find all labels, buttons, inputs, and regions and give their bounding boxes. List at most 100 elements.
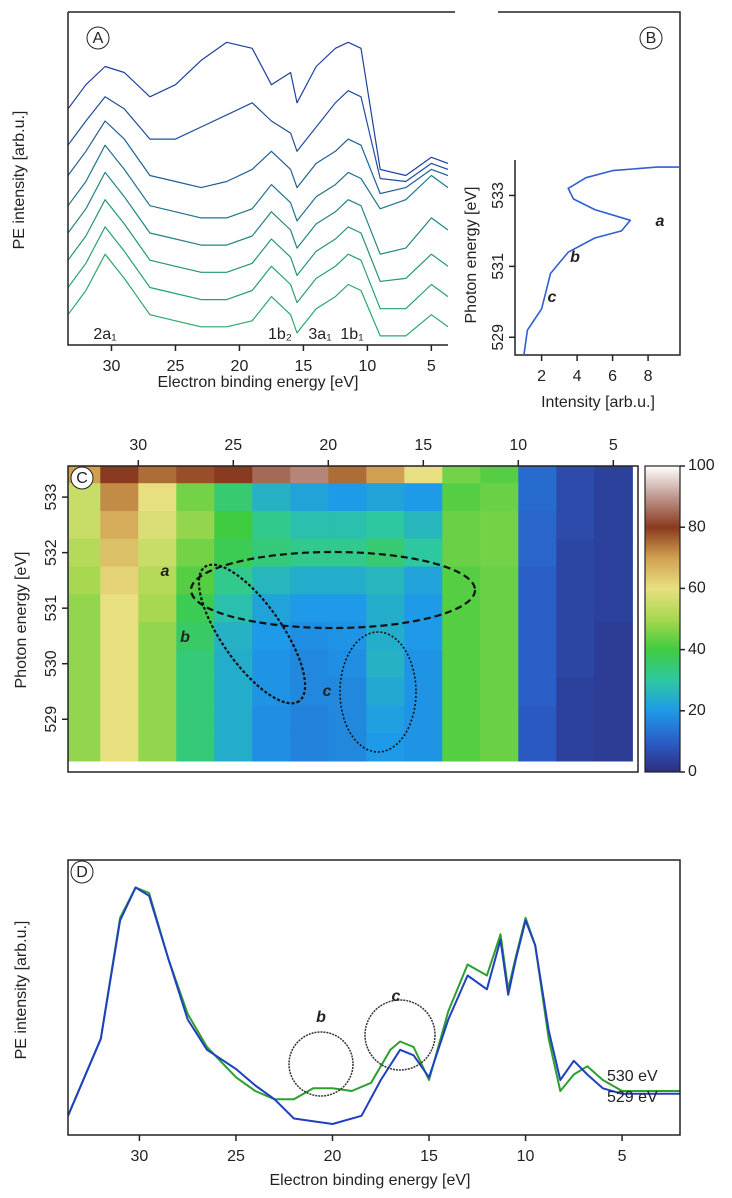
- heat-cell: [556, 733, 595, 762]
- region-a: [189, 550, 477, 630]
- y-tick-label: 530: [43, 650, 60, 677]
- heat-cell: [480, 566, 519, 595]
- heat-cell: [480, 466, 519, 484]
- heat-cell: [442, 594, 481, 623]
- panel-label-circle: [86, 26, 110, 50]
- y-tick-label: 532: [43, 539, 60, 566]
- region-b: [197, 563, 307, 705]
- spectrum-line: [68, 41, 448, 177]
- heat-cell: [594, 566, 633, 595]
- x-tick-label: 5: [609, 437, 618, 454]
- x-tick-label: 10: [517, 1148, 535, 1165]
- heat-cell: [556, 466, 595, 484]
- heat-cell: [480, 483, 519, 512]
- x-axis-label: Intensity [arb.u.]: [541, 394, 655, 411]
- heat-cell: [214, 566, 253, 595]
- annotation: b: [316, 1009, 326, 1026]
- x-tick-label: 20: [324, 1148, 342, 1165]
- y-tick-label: 529: [490, 324, 507, 351]
- heat-cell: [214, 538, 253, 568]
- heat-cell: [556, 510, 595, 540]
- annotation: c: [323, 683, 332, 700]
- heat-cell: [556, 538, 595, 568]
- x-tick-label: 20: [319, 437, 337, 454]
- heat-cell: [518, 677, 557, 706]
- heat-cell: [176, 622, 215, 651]
- panel-label-circle: [70, 466, 94, 490]
- heat-cell: [100, 466, 139, 484]
- heat-cell: [138, 733, 177, 762]
- heat-cell: [480, 538, 519, 568]
- heat-cell: [100, 677, 139, 706]
- heat-cell: [252, 566, 291, 595]
- heat-cell: [68, 510, 101, 540]
- heat-cell: [442, 510, 481, 540]
- heat-cell: [366, 733, 405, 762]
- heat-cell: [252, 538, 291, 568]
- heat-cell: [366, 594, 405, 623]
- heat-cell: [404, 510, 443, 540]
- legend-label: 529 eV: [607, 1089, 658, 1106]
- heat-cell: [290, 566, 329, 595]
- heat-cell: [100, 733, 139, 762]
- y-tick-label: 531: [43, 595, 60, 622]
- heat-cell: [100, 594, 139, 623]
- heat-cell: [556, 566, 595, 595]
- annotation: 1b₁: [340, 326, 363, 343]
- region-c: [339, 631, 417, 753]
- heat-cell: [518, 733, 557, 762]
- heat-cell: [442, 677, 481, 706]
- colorbar-tick-label: 20: [688, 702, 706, 719]
- heat-cell: [556, 649, 595, 679]
- heat-cell: [404, 649, 443, 679]
- heatmap: [68, 466, 633, 762]
- panel-label-circle: [70, 860, 94, 884]
- heat-cell: [68, 677, 101, 706]
- x-axis-label: Electron binding energy [eV]: [157, 374, 358, 391]
- heat-cell: [404, 622, 443, 651]
- heat-cell: [100, 510, 139, 540]
- heat-cell: [290, 483, 329, 512]
- heat-cell: [176, 705, 215, 734]
- colorbar-tick-label: 100: [688, 457, 715, 474]
- heat-cell: [366, 510, 405, 540]
- y-axis-label: Photon energy [eV]: [13, 552, 30, 689]
- heat-cell: [328, 510, 367, 540]
- heat-cell: [366, 566, 405, 595]
- heat-cell: [252, 677, 291, 706]
- heat-cell: [176, 538, 215, 568]
- x-tick-label: 25: [224, 437, 242, 454]
- annotation: b: [570, 249, 580, 266]
- heat-cell: [214, 483, 253, 512]
- spectrum-line: [68, 253, 448, 337]
- heat-cell: [290, 594, 329, 623]
- heat-cell: [100, 566, 139, 595]
- heat-cell: [328, 483, 367, 512]
- plot-frame: [67, 465, 639, 773]
- heat-cell: [290, 649, 329, 679]
- region-b: [288, 1031, 354, 1097]
- annotation: a: [656, 213, 665, 230]
- heat-cell: [518, 483, 557, 512]
- heat-cell: [480, 733, 519, 762]
- heat-cell: [100, 622, 139, 651]
- heat-cell: [214, 677, 253, 706]
- heat-cell: [68, 705, 101, 734]
- x-tick-label: 30: [129, 437, 147, 454]
- panel-label: D: [76, 864, 88, 881]
- heat-cell: [252, 510, 291, 540]
- heat-cell: [138, 483, 177, 512]
- heat-cell: [442, 538, 481, 568]
- heat-cell: [176, 649, 215, 679]
- heat-cell: [290, 705, 329, 734]
- heat-cell: [214, 510, 253, 540]
- heat-cell: [594, 649, 633, 679]
- annotation: c: [548, 289, 557, 306]
- heat-cell: [138, 466, 177, 484]
- y-tick-label: 533: [43, 484, 60, 511]
- heat-cell: [556, 594, 595, 623]
- spectrum-line: [68, 90, 448, 183]
- x-tick-label: 5: [618, 1148, 627, 1165]
- heat-cell: [404, 594, 443, 623]
- heat-cell: [138, 566, 177, 595]
